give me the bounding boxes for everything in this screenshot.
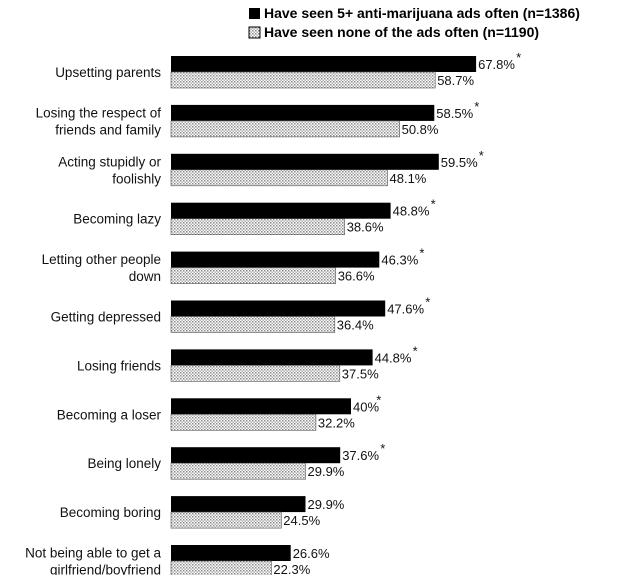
legend-swatch-series-2 <box>248 26 261 39</box>
value-label-series-1: 67.8% <box>478 57 515 72</box>
category-label-line: Losing the respect of <box>36 105 162 120</box>
category-label-line: foolishly <box>112 171 161 186</box>
category-label-line: down <box>129 269 161 284</box>
value-label-series-2: 48.1% <box>390 171 427 186</box>
significance-marker: * <box>419 246 424 261</box>
category-label-line: Becoming boring <box>60 505 161 520</box>
value-label-series-2: 22.3% <box>273 562 310 575</box>
category-label: Being lonely <box>87 456 161 471</box>
value-label-series-1: 37.6% <box>342 448 379 463</box>
bar-series-2 <box>170 267 336 284</box>
value-label-series-1: 58.5% <box>436 106 473 121</box>
bar-series-1 <box>171 545 291 561</box>
category-label: Becoming boring <box>60 505 161 520</box>
value-label-series-2: 36.6% <box>338 269 375 284</box>
category-label-line: Upsetting parents <box>55 65 161 80</box>
value-label-series-2: 58.7% <box>437 73 474 88</box>
bar-series-1 <box>171 496 306 513</box>
category-label: Losing the respect of friends and family <box>36 105 162 137</box>
category-label: Becoming lazy <box>73 212 161 227</box>
category-label-line: girlfriend/boyfriend <box>50 563 161 575</box>
bar-series-2 <box>170 71 436 89</box>
bar-series-2 <box>170 413 317 431</box>
significance-marker: * <box>431 197 436 212</box>
value-label-series-2: 38.6% <box>347 220 384 235</box>
bar-series-2 <box>170 560 272 575</box>
value-label-series-1: 46.3% <box>381 253 418 268</box>
category-label: Letting other people down <box>42 252 161 284</box>
category-label: Losing friends <box>77 358 161 373</box>
bar-series-1 <box>171 251 380 268</box>
legend-label-series-2: Have seen none of the ads often (n=1190) <box>264 24 539 40</box>
significance-marker: * <box>425 295 430 310</box>
significance-marker: * <box>479 148 484 163</box>
legend: Have seen 5+ anti-marijuana ads often (n… <box>248 5 580 40</box>
value-label-series-1: 40% <box>353 399 379 414</box>
significance-marker: * <box>474 99 479 114</box>
bar-series-2 <box>170 218 345 235</box>
category-label-line: Acting stupidly or <box>58 154 161 169</box>
category-label: Becoming a loser <box>57 407 162 422</box>
category-label-line: Losing friends <box>77 358 161 373</box>
category-label-line: Being lonely <box>87 456 161 471</box>
significance-marker: * <box>376 392 381 407</box>
value-label-series-1: 26.6% <box>293 546 330 561</box>
bar-series-1 <box>171 349 373 366</box>
bar-series-1 <box>171 56 477 72</box>
value-label-series-1: 44.8% <box>375 350 412 365</box>
significance-marker: * <box>380 441 385 456</box>
category-label-line: Getting depressed <box>51 310 161 325</box>
bar-series-2 <box>170 316 336 333</box>
category-label-line: Becoming lazy <box>73 212 161 227</box>
category-label: Not being able to get a girlfriend/boyfri… <box>25 546 161 575</box>
value-label-series-2: 24.5% <box>283 513 320 528</box>
value-label-series-2: 36.4% <box>337 318 374 333</box>
bar-series-2 <box>170 365 341 382</box>
legend-swatch-series-1 <box>249 8 260 19</box>
value-label-series-2: 32.2% <box>318 415 355 430</box>
category-label-line: Becoming a loser <box>57 407 162 422</box>
value-label-series-2: 29.9% <box>308 464 345 479</box>
category-label: Getting depressed <box>51 310 161 325</box>
category-label: Acting stupidly or foolishly <box>58 154 161 186</box>
category-label-line: Letting other people <box>42 252 161 267</box>
value-label-series-1: 47.6% <box>387 302 424 317</box>
bar-series-1 <box>171 202 391 219</box>
value-label-series-1: 59.5% <box>441 155 478 170</box>
legend-label-series-1: Have seen 5+ anti-marijuana ads often (n… <box>264 5 580 21</box>
bar-series-1 <box>171 300 386 317</box>
bar-series-2 <box>170 169 388 187</box>
bar-series-1 <box>171 398 351 415</box>
bar-series-1 <box>171 153 439 170</box>
value-label-series-1: 29.9% <box>308 497 345 512</box>
bar-series-2 <box>170 120 400 138</box>
bar-series-2 <box>170 462 306 480</box>
value-label-series-1: 48.8% <box>393 204 430 219</box>
significance-marker: * <box>516 50 521 65</box>
significance-marker: * <box>413 343 418 358</box>
bar-series-1 <box>171 447 341 464</box>
value-label-series-2: 37.5% <box>342 366 379 381</box>
category-label-line: friends and family <box>55 122 161 137</box>
category-label: Upsetting parents <box>55 65 161 80</box>
value-label-series-2: 50.8% <box>402 122 439 137</box>
category-label-line: Not being able to get a <box>25 546 161 561</box>
bar-series-1 <box>171 104 435 121</box>
bar-series-2 <box>170 511 282 529</box>
